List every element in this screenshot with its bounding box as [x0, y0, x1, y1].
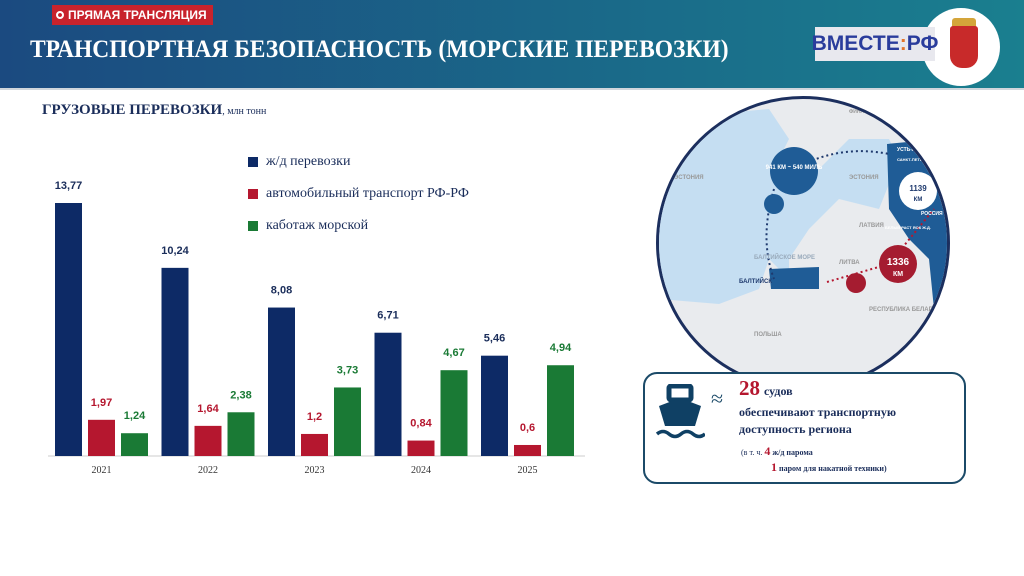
x-tick-label: 2024: [411, 465, 431, 476]
live-dot-icon: [56, 11, 64, 19]
x-tick-label: 2023: [305, 465, 325, 476]
data-label: 6,71: [377, 310, 398, 322]
bar: [440, 370, 468, 456]
rail-north-distance: 1139: [909, 184, 927, 193]
x-tick-label: 2021: [92, 465, 112, 476]
x-tick-label: 2025: [518, 465, 538, 476]
bar: [227, 412, 255, 456]
bar: [547, 365, 574, 456]
chart-title: ГРУЗОВЫЕ ПЕРЕВОЗКИ, млн тонн: [42, 102, 267, 118]
svg-text:ЛИТВА: ЛИТВА: [839, 260, 860, 266]
svg-text:ФИНЛЯНДИЯ: ФИНЛЯНДИЯ: [849, 109, 882, 115]
shield-icon: [950, 26, 978, 68]
bar: [55, 203, 82, 456]
train-icon: [846, 273, 866, 293]
vmeste-rf-logo: ВМЕСТЕ: РФ: [812, 27, 938, 61]
sea-route-label: 941 КМ ~ 540 МИЛЬ: [766, 165, 823, 171]
page-title: ТРАНСПОРТНАЯ БЕЗОПАСНОСТЬ (МОРСКИЕ ПЕРЕВ…: [30, 36, 729, 63]
data-label: 10,24: [161, 245, 189, 257]
svg-text:УСТЬ-ЛУГА: УСТЬ-ЛУГА: [897, 147, 925, 153]
data-label: 4,94: [550, 342, 572, 354]
ship-icon: [655, 384, 705, 439]
data-label: 2,38: [230, 389, 251, 401]
live-badge-label: ПРЯМАЯ ТРАНСЛЯЦИЯ: [68, 8, 207, 22]
svg-text:КМ: КМ: [893, 271, 903, 278]
bar: [121, 433, 148, 456]
data-label: 13,77: [55, 180, 83, 192]
cargo-bar-chart: 13,77 1,97 1,24 2021 10,24 1,64 2,38 2022 8,08 1,…: [48, 180, 585, 476]
data-label: 8,08: [271, 285, 292, 297]
svg-text:РОССИЯ: РОССИЯ: [921, 211, 943, 217]
svg-text:КМ: КМ: [914, 197, 923, 203]
x-tick-label: 2022: [198, 465, 218, 476]
svg-text:БАЛТИЙСКОЕ МОРЕ: БАЛТИЙСКОЕ МОРЕ: [754, 253, 815, 261]
header-banner: ТРАНСПОРТНАЯ БЕЗОПАСНОСТЬ (МОРСКИЕ ПЕРЕВ…: [0, 0, 1024, 90]
bar: [301, 433, 328, 456]
bar: [514, 444, 541, 456]
data-label: 0,84: [410, 418, 432, 430]
svg-text:РЕСПУБЛИКА БЕЛАРУСЬ: РЕСПУБЛИКА БЕЛАРУСЬ: [869, 307, 946, 313]
data-label: 5,46: [484, 333, 505, 345]
bar: [374, 332, 402, 456]
rail-south-distance: 1336: [887, 257, 910, 268]
bar: [481, 355, 508, 456]
bar: [268, 307, 295, 456]
crown-icon: [952, 18, 976, 28]
legend-item-auto: автомобильный транспорт РФ-РФ: [248, 178, 469, 210]
svg-text:ПОЛЬША: ПОЛЬША: [754, 332, 782, 338]
data-label: 1,24: [124, 410, 146, 422]
legend-item-cabotage: каботаж морской: [248, 210, 469, 242]
bar: [407, 440, 435, 456]
region-emblem: [922, 8, 1000, 86]
svg-text:ЛАТВИЯ: ЛАТВИЯ: [859, 223, 884, 229]
data-label: 1,64: [197, 403, 219, 415]
svg-text:ЭСТОНИЯ: ЭСТОНИЯ: [674, 175, 704, 181]
legend-item-rail: ж/д перевозки: [248, 146, 469, 178]
bar: [161, 267, 189, 456]
svg-text:САНКТ-ПЕТЕРБУРГ: САНКТ-ПЕТЕРБУРГ: [897, 157, 936, 162]
svg-text:БАЛТИЙСК: БАЛТИЙСК: [739, 277, 772, 285]
data-label: 1,2: [307, 411, 322, 423]
bar: [88, 419, 115, 456]
fleet-info-card: ≈ 28 судов обеспечивают транспортную дост…: [643, 372, 966, 484]
ship-icon: [764, 194, 784, 214]
svg-text:ЭСТОНИЯ: ЭСТОНИЯ: [849, 175, 879, 181]
data-label: 1,97: [91, 397, 112, 409]
data-label: 0,6: [520, 422, 535, 434]
bar: [334, 387, 361, 456]
data-label: 4,67: [443, 347, 464, 359]
data-label: 3,73: [337, 364, 358, 376]
bar: [194, 425, 222, 456]
route-map: 941 КМ ~ 540 МИЛЬ 1139 КМ 1336 КМ ФИНЛЯН…: [656, 96, 950, 390]
chart-legend: ж/д перевозки автомобильный транспорт РФ…: [248, 146, 469, 242]
svg-text:БЕЛЫЙ РАСТ ЯОК Ж.Д.: БЕЛЫЙ РАСТ ЯОК Ж.Д.: [885, 225, 931, 230]
ship-count: 28: [739, 376, 760, 400]
live-badge: ПРЯМАЯ ТРАНСЛЯЦИЯ: [52, 5, 213, 25]
